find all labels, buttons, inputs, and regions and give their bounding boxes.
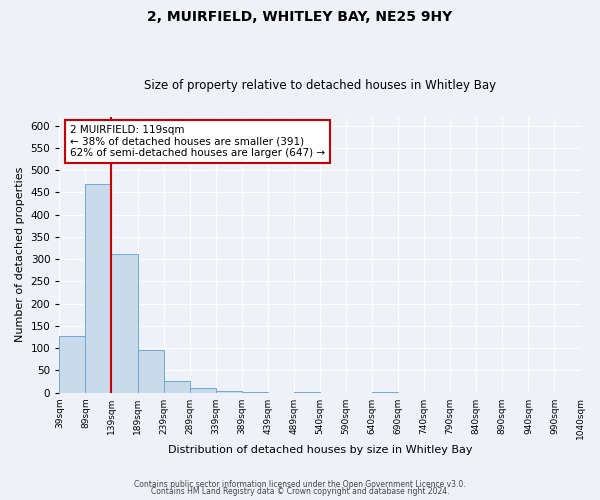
- Text: 2 MUIRFIELD: 119sqm
← 38% of detached houses are smaller (391)
62% of semi-detac: 2 MUIRFIELD: 119sqm ← 38% of detached ho…: [70, 125, 325, 158]
- Bar: [215, 391, 242, 392]
- Text: Contains public sector information licensed under the Open Government Licence v3: Contains public sector information licen…: [134, 480, 466, 489]
- Text: 2, MUIRFIELD, WHITLEY BAY, NE25 9HY: 2, MUIRFIELD, WHITLEY BAY, NE25 9HY: [148, 10, 452, 24]
- Bar: [59, 336, 85, 392]
- X-axis label: Distribution of detached houses by size in Whitley Bay: Distribution of detached houses by size …: [167, 445, 472, 455]
- Bar: [164, 380, 190, 392]
- Bar: [85, 184, 112, 392]
- Y-axis label: Number of detached properties: Number of detached properties: [15, 167, 25, 342]
- Text: Contains HM Land Registry data © Crown copyright and database right 2024.: Contains HM Land Registry data © Crown c…: [151, 487, 449, 496]
- Bar: [137, 350, 164, 393]
- Bar: [190, 388, 215, 392]
- Title: Size of property relative to detached houses in Whitley Bay: Size of property relative to detached ho…: [144, 79, 496, 92]
- Bar: [112, 254, 137, 392]
